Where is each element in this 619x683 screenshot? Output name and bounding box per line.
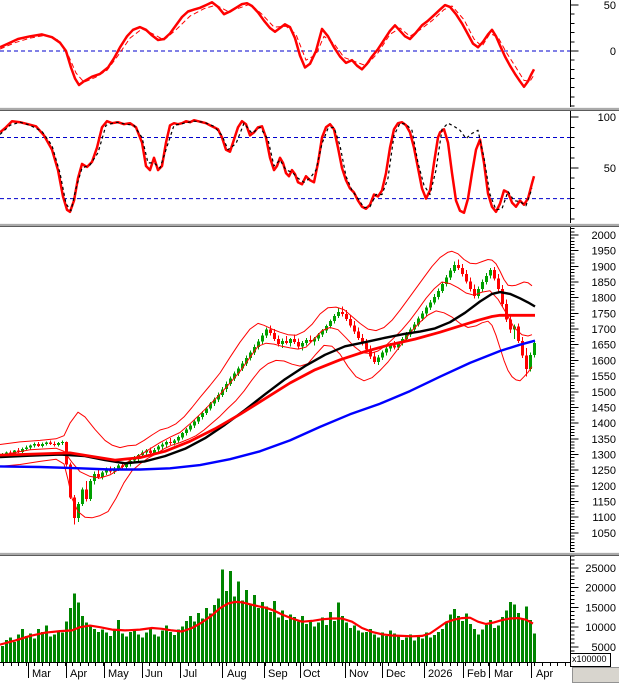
y-tick-label: 1300 [592, 450, 616, 462]
y-tick-label: 50 [604, 163, 616, 175]
x-axis [0, 662, 571, 678]
month-label: Mar [494, 668, 513, 680]
scrollbar-corner-button[interactable] [572, 667, 619, 683]
stochastic-plot: 100 50 [0, 111, 616, 223]
panel-splitter-3[interactable] [0, 552, 619, 556]
ma-long-blue [0, 339, 536, 471]
y-tick-label: 1950 [592, 246, 616, 258]
y-tick-label: 1150 [592, 497, 616, 509]
month-label: Apr [70, 668, 87, 680]
y-tick-label: 100 [598, 112, 616, 124]
momentum-panel: 50 0 [0, 0, 619, 107]
y-tick-label: 1350 [592, 434, 616, 446]
y-tick-label: 1600 [592, 355, 616, 367]
month-label: Jul [183, 668, 197, 680]
volume-plot: 25000 20000 15000 10000 5000 [0, 556, 616, 662]
y-tick-label: 1500 [592, 387, 616, 399]
panel-splitter-1[interactable] [0, 107, 619, 111]
y-tick-label: 2000 [592, 230, 616, 242]
y-tick-label: 20000 [585, 583, 616, 595]
month-label: Sep [268, 668, 288, 680]
y-axis: 25000 20000 15000 10000 5000 [570, 556, 616, 662]
y-axis: 50 0 [570, 0, 616, 107]
volume-bars [1, 569, 536, 662]
y-tick-label: 25000 [585, 563, 616, 575]
month-label: Feb [467, 668, 486, 680]
month-label: Dec [386, 668, 406, 680]
y-tick-label: 1200 [592, 481, 616, 493]
momentum-signal [0, 3, 535, 83]
y-tick-label: 1650 [592, 340, 616, 352]
price-plot: 2000 1950 1900 1850 1800 1750 1700 1650 1600 1550… [0, 227, 616, 552]
y-tick-label: 1800 [592, 293, 616, 305]
y-tick-label: 1700 [592, 324, 616, 336]
price-panel: 2000 1950 1900 1850 1800 1750 1700 1650 1600 1550… [0, 227, 619, 552]
month-label: Mar [32, 668, 51, 680]
stoch-signal [0, 120, 533, 212]
momentum-main [0, 1, 536, 89]
date-axis-plot: Mar Apr May Jun Jul Aug Sep Oct Nov Dec 2026 Feb Mar… [0, 662, 571, 680]
panel-splitter-2[interactable] [0, 223, 619, 227]
bollinger-lower [0, 310, 533, 519]
y-tick-label: 1250 [592, 465, 616, 477]
y-axis: 2000 1950 1900 1850 1800 1750 1700 1650 1600 1550… [570, 227, 616, 552]
y-tick-label: 0 [610, 46, 616, 58]
volume-ma [0, 600, 534, 646]
momentum-plot: 50 0 [0, 0, 616, 107]
bollinger-upper [0, 250, 533, 449]
month-label: Aug [227, 668, 247, 680]
y-tick-label: 50 [604, 0, 616, 12]
stochastic-panel: 100 50 [0, 111, 619, 223]
month-label: Oct [303, 668, 320, 680]
ma-medium-black [0, 290, 536, 465]
y-tick-label: 10000 [585, 622, 616, 634]
month-label: Apr [536, 668, 553, 680]
y-tick-label: 1550 [592, 371, 616, 383]
month-label: 2026 [428, 668, 452, 680]
volume-unit-label: x100000 [570, 653, 611, 667]
y-tick-label: 1450 [592, 403, 616, 415]
ma-slow-red [0, 313, 535, 462]
y-tick-label: 1900 [592, 261, 616, 273]
y-tick-label: 15000 [585, 602, 616, 614]
y-tick-label: 1400 [592, 418, 616, 430]
y-tick-label: 1100 [592, 512, 616, 524]
month-label: Jun [145, 668, 163, 680]
y-axis: 100 50 [570, 111, 616, 223]
month-label: Nov [349, 668, 369, 680]
y-tick-label: 1750 [592, 308, 616, 320]
y-tick-label: 5000 [592, 642, 616, 654]
y-tick-label: 1850 [592, 277, 616, 289]
month-label: May [108, 668, 129, 680]
y-tick-label: 1050 [592, 528, 616, 540]
date-axis: Mar Apr May Jun Jul Aug Sep Oct Nov Dec 2026 Feb Mar… [0, 662, 619, 683]
volume-panel: 25000 20000 15000 10000 5000 [0, 556, 619, 662]
